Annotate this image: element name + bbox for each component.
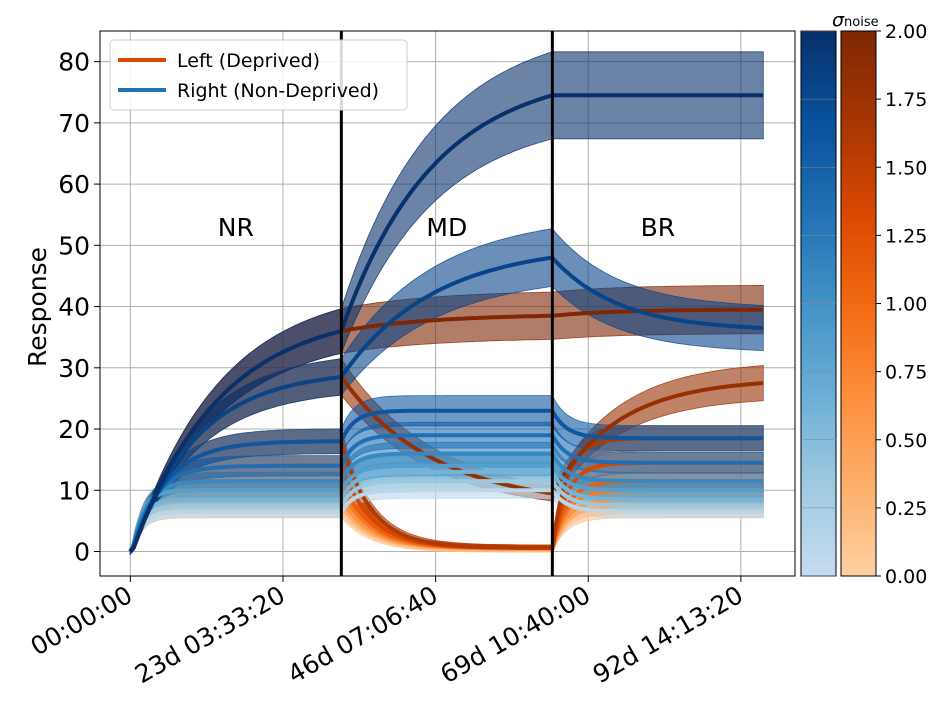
series-line-right (128, 479, 764, 553)
colorbar-ticks: 0.00 0.25 0.50 0.75 1.00 1.25 1.50 1.75 2.00 (801, 21, 927, 588)
series-line-right (128, 433, 764, 553)
series-line-right (128, 488, 764, 553)
y-tick-label: 60 (58, 170, 90, 199)
y-axis-label: Response (23, 247, 52, 367)
colorbar-tick-label: 2.00 (885, 21, 927, 43)
colorbar-tick-label: 0.25 (885, 498, 927, 520)
series-bands (129, 51, 764, 556)
y-tick-label: 20 (58, 415, 90, 444)
colorbar-tick-label: 1.25 (885, 225, 927, 247)
colorbar: 0.00 0.25 0.50 0.75 1.00 1.25 1.50 1.75 2.00 σno… (800, 9, 927, 588)
y-axis: 0 10 20 30 40 50 60 70 80 (58, 48, 100, 567)
y-tick-label: 0 (74, 538, 90, 567)
series-line-right (128, 463, 764, 553)
legend-label-left: Left (Deprived) (177, 50, 320, 72)
y-tick-label: 10 (58, 476, 90, 505)
phase-label-md: MD (426, 213, 467, 242)
y-tick-label: 30 (58, 354, 90, 383)
series-lines (128, 93, 764, 553)
x-tick-label: 46d 07:06:40 (283, 580, 443, 689)
series-line-right (128, 469, 764, 553)
legend: Left (Deprived) Right (Non-Deprived) (109, 39, 408, 111)
colorbar-tick-label: 0.75 (885, 362, 927, 384)
phase-labels: NR MD BR (218, 213, 675, 242)
colorbar-tick-label: 0.00 (885, 566, 927, 588)
phase-label-nr: NR (218, 213, 254, 242)
phase-label-br: BR (641, 213, 676, 242)
x-tick-label: 23d 03:33:20 (130, 580, 290, 689)
colorbar-tick-label: 1.50 (885, 157, 927, 179)
x-tick-label: 92d 14:13:20 (588, 580, 748, 689)
colorbar-label: σnoise (832, 9, 879, 31)
x-tick-label: 00:00:00 (26, 580, 138, 661)
series-line-right (128, 408, 764, 553)
phase-boundaries (339, 31, 554, 576)
y-tick-label: 50 (58, 231, 90, 260)
colorbar-tick-label: 1.00 (885, 294, 927, 316)
series-line-right (128, 451, 764, 553)
y-tick-label: 40 (58, 293, 90, 322)
y-tick-label: 70 (58, 109, 90, 138)
x-tick-label: 69d 10:40:00 (435, 580, 595, 689)
plot-frame (99, 30, 796, 577)
series-line-right (128, 93, 764, 553)
colorbar-tick-label: 0.50 (885, 430, 927, 452)
legend-label-right: Right (Non-Deprived) (177, 80, 379, 102)
colorbar-tick-label: 1.75 (885, 89, 927, 111)
colorbar-orange (840, 30, 877, 577)
y-tick-label: 80 (58, 48, 90, 77)
series-line-right (128, 255, 764, 553)
